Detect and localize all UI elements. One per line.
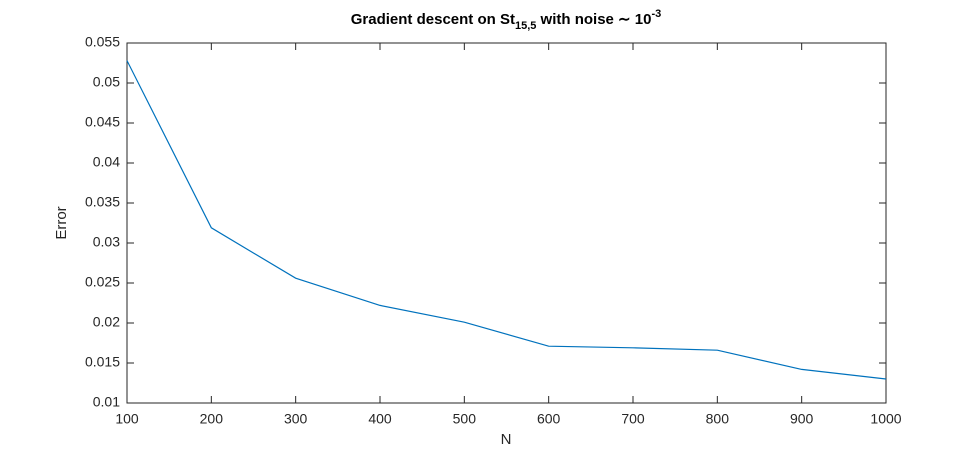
y-tick-label: 0.03 — [93, 234, 120, 250]
y-tick-label: 0.02 — [93, 314, 120, 330]
x-tick-label: 600 — [537, 411, 561, 427]
y-tick-label: 0.045 — [85, 114, 120, 130]
title-part: Gradient descent on St — [351, 11, 515, 28]
y-tick-label: 0.01 — [93, 394, 120, 410]
x-tick-label: 500 — [453, 411, 477, 427]
y-tick-label: 0.055 — [85, 34, 120, 50]
title-part: 15,5 — [515, 20, 536, 32]
x-tick-label: 900 — [790, 411, 814, 427]
title-part: with noise ∼ 10 — [536, 11, 651, 28]
x-tick-label: 1000 — [870, 411, 901, 427]
x-tick-label: 400 — [368, 411, 392, 427]
y-tick-label: 0.04 — [93, 154, 120, 170]
y-tick-label: 0.025 — [85, 274, 120, 290]
chart-title: Gradient descent on St15,5 with noise ∼ … — [351, 8, 662, 32]
x-tick-label: 800 — [706, 411, 730, 427]
y-tick-label: 0.015 — [85, 354, 120, 370]
y-tick-label: 0.035 — [85, 194, 120, 210]
x-tick-label: 100 — [115, 411, 139, 427]
x-tick-label: 700 — [621, 411, 645, 427]
x-axis-label: N — [501, 431, 512, 448]
title-part: -3 — [651, 8, 661, 20]
data-line — [126, 60, 887, 380]
y-axis-label: Error — [53, 206, 70, 239]
x-tick-label: 300 — [284, 411, 308, 427]
plot-box — [126, 42, 887, 404]
x-tick-label: 200 — [200, 411, 224, 427]
y-tick-label: 0.05 — [93, 74, 120, 90]
